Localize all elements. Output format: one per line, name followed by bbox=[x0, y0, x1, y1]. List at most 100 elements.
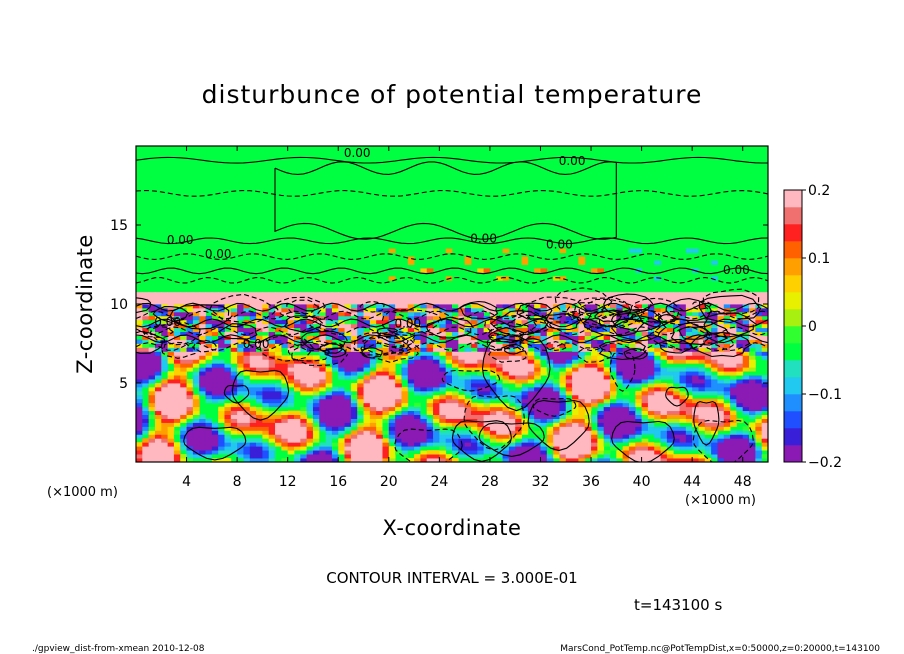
field-cell bbox=[388, 410, 396, 415]
field-cell bbox=[515, 379, 522, 384]
field-cell bbox=[249, 426, 257, 431]
field-cell bbox=[679, 347, 687, 352]
field-cell bbox=[565, 379, 573, 384]
field-cell bbox=[527, 383, 535, 388]
field-cell bbox=[673, 300, 680, 305]
field-cell bbox=[180, 458, 187, 462]
field-cell bbox=[211, 371, 219, 376]
field-cell bbox=[527, 367, 535, 372]
field-cell bbox=[369, 383, 377, 388]
field-cell bbox=[635, 446, 642, 451]
field-cell bbox=[186, 418, 194, 423]
field-cell bbox=[369, 375, 377, 380]
field-cell bbox=[161, 446, 168, 451]
field-cell bbox=[388, 276, 396, 281]
field-cell bbox=[136, 292, 143, 297]
field-cell bbox=[205, 430, 213, 435]
field-cell bbox=[237, 438, 244, 443]
field-cell bbox=[711, 359, 718, 364]
field-cell bbox=[565, 383, 573, 388]
field-cell bbox=[161, 394, 168, 400]
field-cell bbox=[331, 442, 339, 447]
field-cell bbox=[559, 331, 567, 336]
field-cell bbox=[458, 418, 466, 423]
field-cell bbox=[338, 363, 345, 368]
field-cell bbox=[275, 426, 282, 431]
field-cell bbox=[211, 311, 219, 317]
field-cell bbox=[559, 446, 567, 451]
field-cell bbox=[559, 304, 567, 309]
field-cell bbox=[319, 458, 326, 462]
field-cell bbox=[268, 339, 276, 344]
field-cell bbox=[483, 268, 491, 273]
field-cell bbox=[401, 394, 409, 400]
colorbar-swatch bbox=[784, 275, 802, 293]
field-cell bbox=[357, 323, 364, 329]
field-cell bbox=[243, 446, 251, 451]
field-cell bbox=[148, 446, 156, 451]
field-cell bbox=[572, 375, 579, 380]
field-cell bbox=[414, 319, 421, 325]
field-cell bbox=[230, 311, 238, 317]
field-cell bbox=[439, 315, 447, 321]
field-cell bbox=[414, 394, 421, 400]
field-cell bbox=[660, 434, 668, 439]
field-cell bbox=[376, 414, 383, 419]
field-cell bbox=[540, 367, 548, 372]
contour-line bbox=[136, 310, 768, 320]
field-cell bbox=[167, 398, 175, 404]
field-cell bbox=[275, 410, 282, 415]
field-cell bbox=[641, 379, 649, 384]
field-cell bbox=[540, 300, 548, 305]
field-cell bbox=[350, 367, 358, 372]
field-cell bbox=[654, 375, 661, 380]
field-cell bbox=[572, 383, 579, 388]
field-cell bbox=[173, 458, 181, 462]
field-cell bbox=[205, 335, 213, 340]
field-cell bbox=[704, 422, 712, 427]
contour-line bbox=[286, 299, 320, 315]
field-cell bbox=[281, 363, 289, 368]
field-cell bbox=[527, 363, 535, 368]
field-cell bbox=[439, 422, 447, 427]
field-cell bbox=[281, 355, 289, 360]
field-cell bbox=[527, 351, 535, 356]
field-cell bbox=[679, 375, 687, 380]
field-cell bbox=[540, 438, 548, 443]
colorbar-swatch bbox=[784, 241, 802, 259]
field-cell bbox=[749, 371, 756, 376]
field-cell bbox=[306, 390, 314, 396]
field-cell bbox=[483, 359, 491, 364]
field-cell bbox=[534, 383, 541, 388]
field-cell bbox=[186, 438, 194, 443]
field-cell bbox=[237, 311, 244, 317]
field-cell bbox=[489, 300, 497, 305]
field-cell bbox=[401, 311, 409, 317]
field-cell bbox=[723, 454, 731, 459]
field-cell bbox=[350, 304, 358, 309]
field-cell bbox=[698, 410, 706, 415]
field-cell bbox=[433, 327, 440, 333]
field-cell bbox=[243, 363, 251, 368]
field-cell bbox=[287, 398, 295, 404]
field-cell bbox=[553, 426, 560, 431]
contour-label: 0.00 bbox=[559, 154, 586, 168]
field-cell bbox=[635, 304, 642, 309]
field-cell bbox=[287, 323, 295, 329]
field-cell bbox=[761, 347, 768, 352]
field-cell bbox=[616, 331, 624, 336]
field-cell bbox=[401, 335, 409, 340]
field-cell bbox=[439, 311, 447, 317]
contour-line bbox=[136, 267, 768, 275]
field-cell bbox=[647, 402, 655, 408]
field-cell bbox=[622, 402, 630, 408]
contour-line bbox=[451, 420, 512, 462]
field-cell bbox=[692, 398, 699, 404]
field-cell bbox=[256, 323, 263, 329]
field-cell bbox=[641, 450, 649, 455]
field-cell bbox=[300, 331, 308, 336]
field-cell bbox=[534, 304, 541, 309]
field-cell bbox=[464, 442, 472, 447]
field-cell bbox=[755, 315, 763, 321]
field-cell bbox=[249, 398, 257, 404]
